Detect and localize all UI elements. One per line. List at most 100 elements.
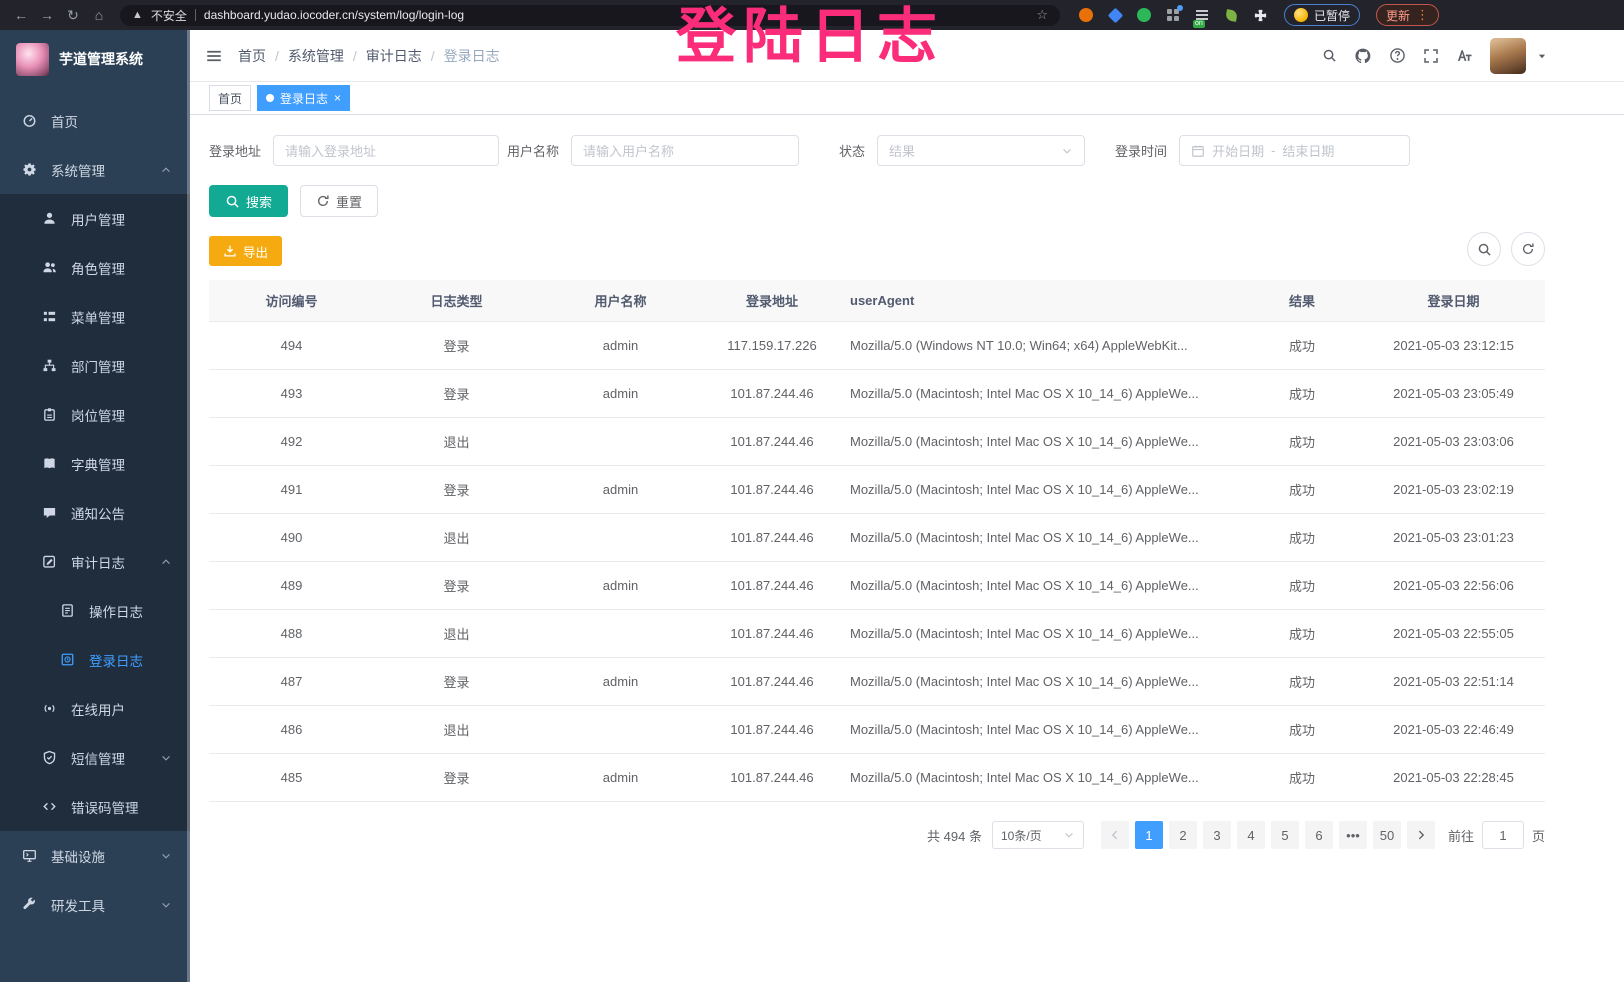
blue-gem-extension-icon[interactable]: [1107, 7, 1123, 23]
login-address-input[interactable]: 请输入登录地址: [273, 135, 500, 166]
search-icon[interactable]: [1322, 48, 1337, 63]
green-circle-extension-icon[interactable]: [1136, 7, 1152, 23]
close-icon[interactable]: ×: [334, 91, 342, 105]
fullscreen-icon[interactable]: [1423, 48, 1439, 64]
table-row[interactable]: 486 退出 101.87.244.46 Mozilla/5.0 (Macintosh…: [209, 705, 1545, 754]
sidebar-item-9[interactable]: 通知公告: [0, 488, 190, 537]
browser-home-icon[interactable]: ⌂: [94, 7, 104, 23]
browser-menu-kebab-icon[interactable]: ⋮: [1416, 7, 1430, 22]
breadcrumb-item[interactable]: 系统管理: [287, 47, 344, 64]
avatar-caret-down-icon[interactable]: [1536, 50, 1548, 62]
browser-reload-icon[interactable]: ↻: [67, 7, 79, 23]
reset-button[interactable]: 重置: [300, 185, 379, 217]
page-button-50[interactable]: 50: [1372, 821, 1401, 849]
login-time-range-picker[interactable]: 开始日期 - 结束日期: [1179, 135, 1411, 166]
sidebar-item-6[interactable]: 部门管理: [0, 341, 190, 390]
bookmark-star-icon[interactable]: ☆: [1036, 7, 1048, 22]
sidebar: 芋道管理系统 首页 系统管理 用户管理 角色管理 菜单管理 部门管理 岗位管理 字典管理 通知公…: [0, 30, 190, 982]
table-row[interactable]: 493 登录 admin 101.87.244.46 Mozilla/5.0 (Maci…: [209, 369, 1545, 418]
table-row[interactable]: 485 登录 admin 101.87.244.46 Mozilla/5.0 (Maci…: [209, 753, 1545, 802]
cell-user: admin: [539, 561, 702, 610]
sidebar-item-11[interactable]: 操作日志: [0, 586, 190, 635]
cell-id: 490: [209, 513, 374, 562]
sidebar-item-5[interactable]: 菜单管理: [0, 292, 190, 341]
paused-badge[interactable]: 已暂停: [1284, 4, 1361, 26]
cell-ip: 101.87.244.46: [702, 609, 842, 658]
help-icon[interactable]: [1389, 47, 1406, 64]
hamburger-icon[interactable]: [190, 47, 238, 65]
table-row[interactable]: 492 退出 101.87.244.46 Mozilla/5.0 (Macintosh…: [209, 417, 1545, 466]
cell-date: 2021-05-03 23:01:23: [1362, 513, 1545, 562]
username-input[interactable]: 请输入用户名称: [571, 135, 800, 166]
toggle-search-button[interactable]: [1467, 232, 1501, 266]
tab-active[interactable]: 登录日志 ×: [257, 85, 351, 111]
update-button[interactable]: 更新 ⋮: [1376, 4, 1440, 26]
cell-user: admin: [539, 657, 702, 706]
page-button-1[interactable]: 1: [1134, 821, 1163, 849]
table-row[interactable]: 488 退出 101.87.244.46 Mozilla/5.0 (Macintosh…: [209, 609, 1545, 658]
cell-type: 退出: [374, 417, 539, 466]
jumper-suffix: 页: [1531, 828, 1545, 844]
prev-page-button[interactable]: [1100, 821, 1129, 849]
breadcrumb-item[interactable]: 首页: [238, 47, 266, 64]
search-button[interactable]: 搜索: [209, 185, 289, 217]
cell-date: 2021-05-03 22:51:14: [1362, 657, 1545, 706]
puzzle-extensions-icon[interactable]: [1252, 7, 1268, 23]
table-row[interactable]: 490 退出 101.87.244.46 Mozilla/5.0 (Macintosh…: [209, 513, 1545, 562]
leaf-extension-icon[interactable]: [1223, 7, 1239, 23]
breadcrumb-item[interactable]: 审计日志: [365, 47, 422, 64]
sidebar-item-12-active[interactable]: 登录日志: [0, 635, 190, 684]
page-button-2[interactable]: 2: [1168, 821, 1197, 849]
cell-ua: Mozilla/5.0 (Macintosh; Intel Mac OS X 1…: [842, 657, 1242, 706]
export-button[interactable]: 导出: [209, 236, 283, 266]
column-header: userAgent: [842, 280, 1242, 322]
table-row[interactable]: 489 登录 admin 101.87.244.46 Mozilla/5.0 (Maci…: [209, 561, 1545, 610]
sidebar-item-4[interactable]: 角色管理: [0, 243, 190, 292]
onetab-extension-icon[interactable]: on: [1193, 7, 1210, 28]
user-avatar[interactable]: [1490, 37, 1526, 74]
page-button-4[interactable]: 4: [1236, 821, 1265, 849]
cell-type: 登录: [374, 561, 539, 610]
sidebar-item-7[interactable]: 岗位管理: [0, 390, 190, 439]
page-button-5[interactable]: 5: [1270, 821, 1299, 849]
github-icon[interactable]: [1354, 47, 1372, 65]
font-size-icon[interactable]: [1456, 47, 1473, 64]
sidebar-item-14[interactable]: 短信管理: [0, 733, 190, 782]
table-row[interactable]: 494 登录 admin 117.159.17.226 Mozilla/5.0 (Win…: [209, 321, 1545, 370]
announce-icon: [41, 505, 57, 521]
address-bar[interactable]: ▲ 不安全 dashboard.yudao.iocoder.cn/system/…: [120, 4, 1060, 26]
tab-inactive[interactable]: 首页: [209, 85, 252, 111]
sidebar-item-16[interactable]: 基础设施: [0, 831, 190, 880]
more-pages-button[interactable]: •••: [1338, 821, 1367, 849]
gear-icon: [21, 162, 37, 178]
table-row[interactable]: 491 登录 admin 101.87.244.46 Mozilla/5.0 (Maci…: [209, 465, 1545, 514]
sidebar-item-label: 短信管理: [71, 751, 125, 767]
page-button-6[interactable]: 6: [1304, 821, 1333, 849]
dashboard-icon: [21, 113, 37, 129]
orange-circle-extension-icon[interactable]: [1078, 7, 1094, 23]
status-select[interactable]: 结果: [877, 135, 1086, 166]
grid-extension-icon[interactable]: [1165, 5, 1183, 23]
sidebar-item-1[interactable]: 首页: [0, 96, 190, 145]
app-logo-row[interactable]: 芋道管理系统: [0, 30, 190, 88]
sidebar-scrollbar[interactable]: [187, 30, 190, 982]
page-jumper-input[interactable]: 1: [1481, 821, 1524, 849]
sidebar-item-13[interactable]: 在线用户: [0, 684, 190, 733]
page-button-3[interactable]: 3: [1202, 821, 1231, 849]
sidebar-item-10[interactable]: 审计日志: [0, 537, 190, 586]
breadcrumb-separator: /: [430, 47, 435, 64]
sidebar-item-15[interactable]: 错误码管理: [0, 782, 190, 831]
page-size-select[interactable]: 10条/页: [991, 821, 1084, 849]
update-label: 更新: [1386, 8, 1411, 23]
refresh-table-button[interactable]: [1511, 232, 1545, 266]
browser-back-icon[interactable]: ←: [14, 7, 28, 23]
table-row[interactable]: 487 登录 admin 101.87.244.46 Mozilla/5.0 (Maci…: [209, 657, 1545, 706]
next-page-button[interactable]: [1406, 821, 1435, 849]
sidebar-item-2[interactable]: 系统管理: [0, 145, 190, 194]
cell-ip: 101.87.244.46: [702, 705, 842, 754]
sidebar-item-8[interactable]: 字典管理: [0, 439, 190, 488]
sidebar-item-17[interactable]: 研发工具: [0, 880, 190, 929]
sidebar-item-3[interactable]: 用户管理: [0, 194, 190, 243]
active-tab-dot: [266, 94, 275, 102]
browser-forward-icon[interactable]: →: [40, 7, 54, 23]
